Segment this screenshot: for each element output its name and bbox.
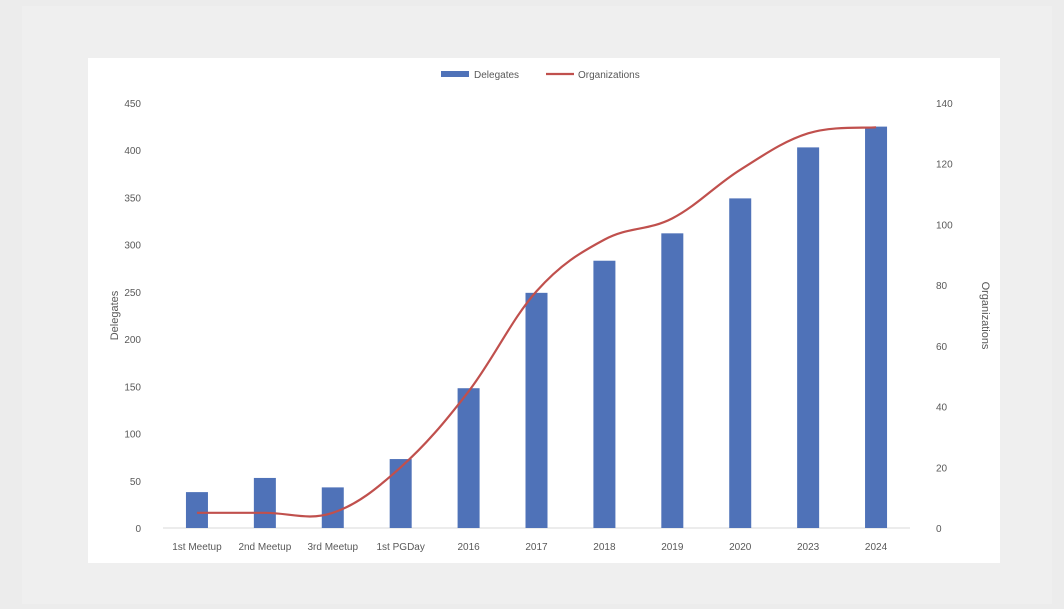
x-tick-label: 2019 bbox=[661, 542, 684, 553]
x-tick-label: 2nd Meetup bbox=[238, 542, 291, 553]
bar-delegates bbox=[865, 126, 888, 528]
bar-delegates bbox=[729, 198, 752, 528]
y-right-tick-label: 40 bbox=[936, 403, 948, 414]
y-right-tick-label: 20 bbox=[936, 463, 948, 474]
chart-card: 0 50 100 150 200 250 300 350 400 450 0 20 40 60 80 100 1… bbox=[88, 58, 1000, 563]
y-right-tick-label: 60 bbox=[936, 342, 948, 353]
bar-delegates bbox=[457, 388, 480, 528]
line-organizations bbox=[196, 126, 877, 518]
y-right-tick-label: 140 bbox=[936, 99, 953, 110]
y-right-tick-label: 100 bbox=[936, 220, 953, 231]
combo-chart: 0 50 100 150 200 250 300 350 400 450 0 20 40 60 80 100 1… bbox=[109, 70, 991, 553]
y-tick-label: 300 bbox=[124, 241, 141, 252]
bar-delegates bbox=[185, 492, 208, 528]
bar-delegates bbox=[593, 260, 616, 528]
y-tick-label: 200 bbox=[124, 335, 141, 346]
x-tick-label: 3rd Meetup bbox=[307, 542, 358, 553]
y-right-tick-label: 80 bbox=[936, 281, 948, 292]
legend-label-delegates: Delegates bbox=[474, 70, 519, 81]
bar-delegates bbox=[321, 487, 344, 528]
x-tick-label: 2023 bbox=[797, 542, 820, 553]
bar-delegates bbox=[389, 459, 412, 528]
y-tick-label: 450 bbox=[124, 99, 141, 110]
bar-delegates bbox=[253, 477, 276, 528]
bar-delegates bbox=[525, 292, 548, 528]
x-tick-label: 2017 bbox=[525, 542, 548, 553]
y-tick-label: 250 bbox=[124, 288, 141, 299]
y-tick-label: 350 bbox=[124, 193, 141, 204]
y-tick-label: 50 bbox=[130, 477, 142, 488]
x-tick-label: 2018 bbox=[593, 542, 616, 553]
y-right-axis-title: Organizations bbox=[979, 282, 991, 350]
x-tick-label: 2024 bbox=[865, 542, 888, 553]
x-tick-label: 1st Meetup bbox=[172, 542, 222, 553]
y-tick-label: 150 bbox=[124, 382, 141, 393]
legend-label-organizations: Organizations bbox=[578, 70, 640, 81]
y-tick-label: 0 bbox=[135, 524, 141, 535]
x-tick-label: 2020 bbox=[729, 542, 752, 553]
x-tick-label: 2016 bbox=[457, 542, 480, 553]
y-tick-label: 400 bbox=[124, 146, 141, 157]
y-right-tick-label: 120 bbox=[936, 160, 953, 171]
y-axis-title: Delegates bbox=[109, 290, 121, 340]
bar-delegates bbox=[661, 233, 684, 529]
legend-swatch-delegates bbox=[441, 71, 469, 77]
y-tick-label: 100 bbox=[124, 430, 141, 441]
y-right-tick-label: 0 bbox=[936, 524, 942, 535]
bar-delegates bbox=[797, 147, 820, 528]
x-tick-label: 1st PGDay bbox=[377, 542, 425, 553]
